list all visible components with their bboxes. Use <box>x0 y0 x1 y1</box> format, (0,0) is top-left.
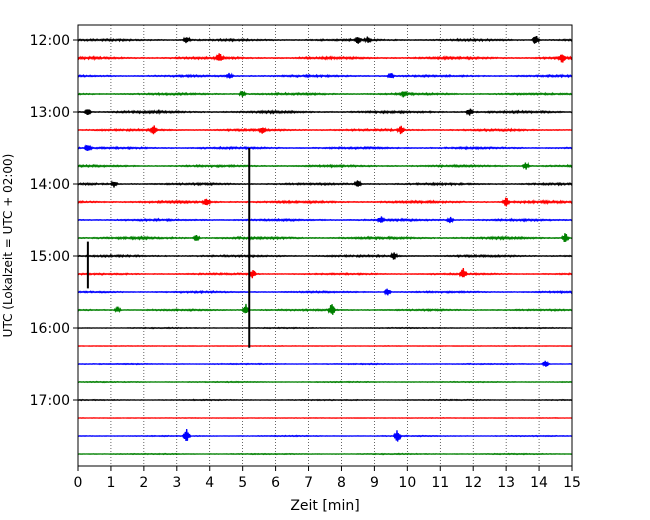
y-tick-label: 15:00 <box>30 249 70 265</box>
trace-1545 <box>77 303 573 315</box>
trace-1530 <box>77 288 573 296</box>
x-tick-label: 12 <box>464 475 482 491</box>
x-tick-label: 10 <box>398 475 416 491</box>
spike-lines <box>86 148 251 348</box>
x-axis-label: Zeit [min] <box>290 498 359 514</box>
trace-1600 <box>77 326 573 330</box>
trace-1315 <box>77 125 573 135</box>
trace-1430 <box>77 216 573 224</box>
x-tick-label: 2 <box>139 475 148 491</box>
trace-1500 <box>77 251 573 260</box>
trace-1400 <box>77 179 573 188</box>
y-tick-label: 12:00 <box>30 33 70 49</box>
trace-1345 <box>77 161 573 170</box>
y-tick-label: 17:00 <box>30 393 70 409</box>
trace-1745 <box>77 452 573 456</box>
trace-1700 <box>77 398 573 402</box>
y-axis-label: UTC (Lokalzeit = UTC + 02:00) <box>1 154 15 338</box>
x-tick-label: 11 <box>431 475 449 491</box>
x-tick-label: 9 <box>370 475 379 491</box>
x-axis-ticks: 0 1 2 3 4 5 6 7 8 9 10 11 12 13 14 15 <box>74 466 581 491</box>
x-tick-label: 6 <box>271 475 280 491</box>
y-tick-label: 14:00 <box>30 177 70 193</box>
trace-1300 <box>77 108 573 116</box>
x-tick-label: 8 <box>337 475 346 491</box>
y-axis-ticks: 12:00 13:00 14:00 15:00 16:00 17:00 <box>30 33 78 409</box>
y-tick-label: 16:00 <box>30 321 70 337</box>
y-tick-label: 13:00 <box>30 105 70 121</box>
plot-frame <box>77 24 573 467</box>
x-tick-label: 1 <box>106 475 115 491</box>
trace-1230 <box>77 72 573 79</box>
x-tick-label: 3 <box>172 475 181 491</box>
x-tick-label: 13 <box>497 475 515 491</box>
trace-1200 <box>77 36 573 44</box>
trace-1645 <box>77 380 573 384</box>
x-tick-label: 4 <box>205 475 214 491</box>
trace-1630 <box>77 360 573 367</box>
x-tick-label: 14 <box>530 475 548 491</box>
trace-1215 <box>77 53 573 63</box>
x-tick-label: 5 <box>238 475 247 491</box>
trace-1415 <box>77 197 573 207</box>
trace-1515 <box>77 268 573 279</box>
trace-lines <box>77 36 573 456</box>
trace-1730 <box>77 428 573 442</box>
x-tick-label: 15 <box>563 475 581 491</box>
trace-1445 <box>77 233 573 243</box>
trace-1245 <box>77 90 573 98</box>
trace-1330 <box>77 144 573 152</box>
x-tick-label: 7 <box>304 475 313 491</box>
x-tick-label: 0 <box>74 475 83 491</box>
